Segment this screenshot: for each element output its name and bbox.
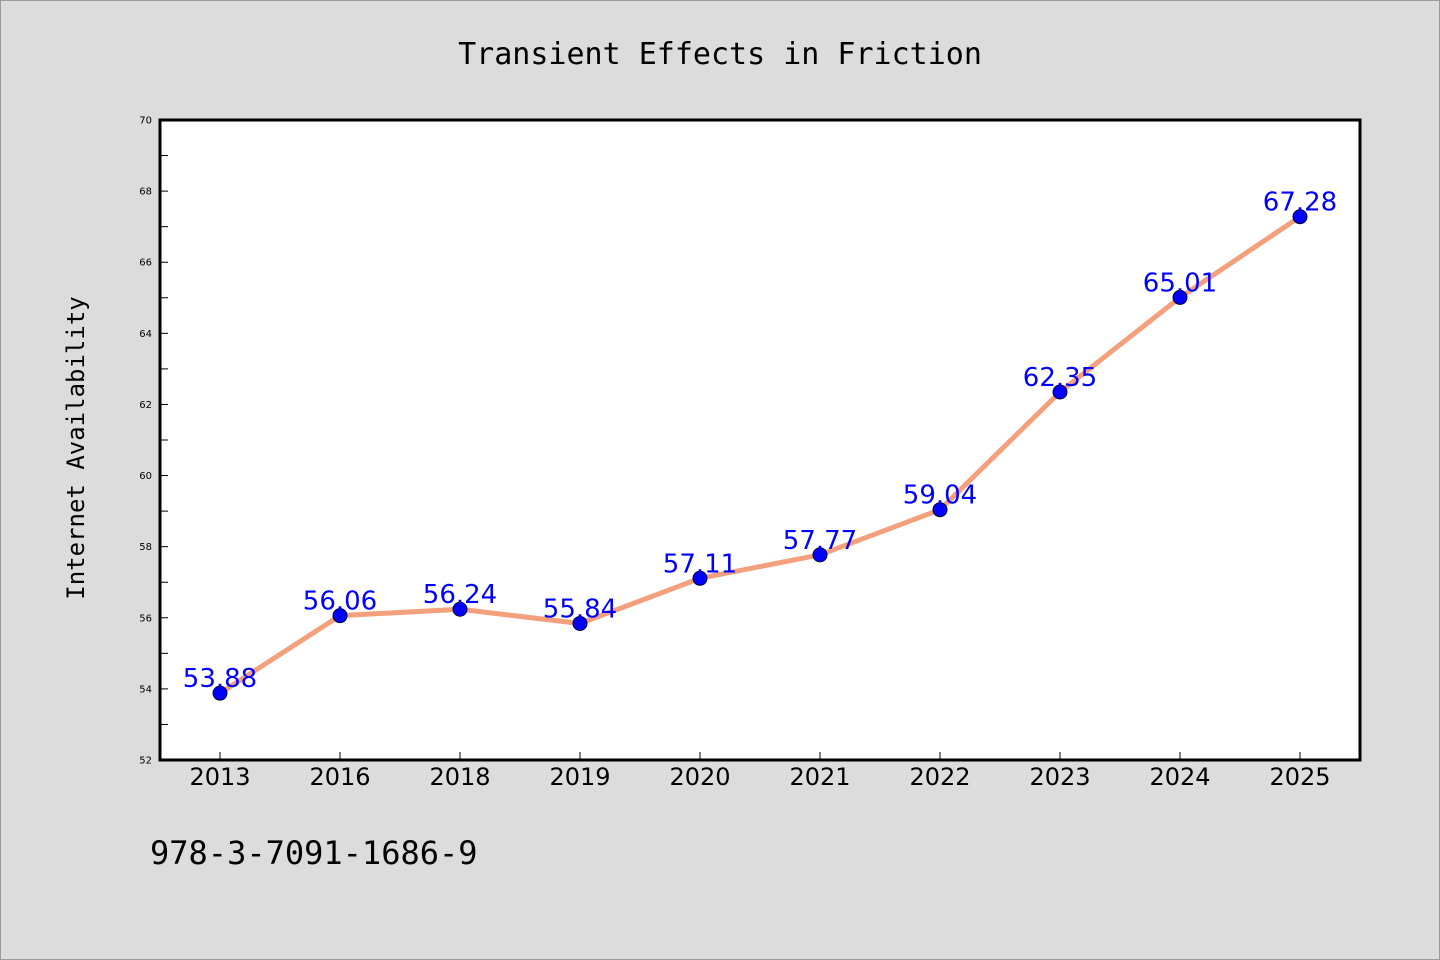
x-tick-label: 2023 bbox=[1029, 763, 1090, 791]
x-tick-label: 2024 bbox=[1149, 763, 1210, 791]
y-tick-label: 54 bbox=[139, 684, 152, 695]
y-axis-label: Internet Availability bbox=[62, 296, 90, 599]
data-point bbox=[932, 502, 948, 518]
footer-code: 978-3-7091-1686-9 bbox=[150, 834, 478, 872]
y-tick-label: 60 bbox=[139, 471, 152, 482]
data-point bbox=[1172, 289, 1188, 305]
x-tick-label: 2013 bbox=[189, 763, 250, 791]
y-tick-label: 58 bbox=[139, 542, 152, 553]
data-label: 57.77 bbox=[783, 526, 857, 556]
x-tick-label: 2020 bbox=[669, 763, 730, 791]
data-markers bbox=[212, 209, 1308, 701]
data-label: 67.28 bbox=[1263, 188, 1337, 218]
data-label: 53.88 bbox=[183, 664, 257, 694]
chart-title: Transient Effects in Friction bbox=[458, 37, 982, 72]
x-tick-label: 2018 bbox=[429, 763, 490, 791]
data-labels: 53.88 56.06 56.24 55.84 57.11 57.77 59.04 62.35… bbox=[183, 188, 1337, 694]
y-tick-label: 66 bbox=[139, 258, 152, 269]
y-tick-label: 68 bbox=[139, 187, 152, 198]
data-label: 56.24 bbox=[423, 580, 497, 610]
plot-area bbox=[160, 120, 1360, 760]
y-tick-label: 64 bbox=[139, 329, 152, 340]
y-tick-label: 70 bbox=[139, 116, 152, 127]
data-label: 65.01 bbox=[1143, 268, 1217, 298]
y-tick-label: 62 bbox=[139, 400, 152, 411]
data-point bbox=[812, 547, 828, 563]
data-label: 56.06 bbox=[303, 587, 377, 617]
x-tick-label: 2022 bbox=[909, 763, 970, 791]
y-tick-label: 56 bbox=[139, 613, 152, 624]
data-point bbox=[572, 615, 588, 631]
x-tick-label: 2025 bbox=[1269, 763, 1330, 791]
series-line bbox=[217, 214, 1303, 696]
data-label: 57.11 bbox=[663, 549, 737, 579]
x-tick-label: 2019 bbox=[549, 763, 610, 791]
data-label: 62.35 bbox=[1023, 363, 1097, 393]
x-axis: 2013 2016 2018 2019 2020 2021 2022 2023 2024 2025 bbox=[189, 752, 1331, 791]
x-tick-label: 2021 bbox=[789, 763, 850, 791]
plot-frame bbox=[158, 118, 1362, 762]
data-point bbox=[1292, 209, 1308, 225]
y-axis: 52 54 56 58 60 62 64 66 68 70 bbox=[139, 116, 168, 767]
x-tick-label: 2016 bbox=[309, 763, 370, 791]
series-line-group bbox=[217, 214, 1303, 696]
data-label: 55.84 bbox=[543, 594, 617, 624]
data-label: 59.04 bbox=[903, 481, 977, 511]
data-point bbox=[1052, 384, 1068, 400]
data-point bbox=[452, 601, 468, 617]
y-tick-label: 52 bbox=[139, 756, 152, 767]
data-point bbox=[332, 608, 348, 624]
data-point bbox=[212, 685, 228, 701]
data-point bbox=[692, 570, 708, 586]
